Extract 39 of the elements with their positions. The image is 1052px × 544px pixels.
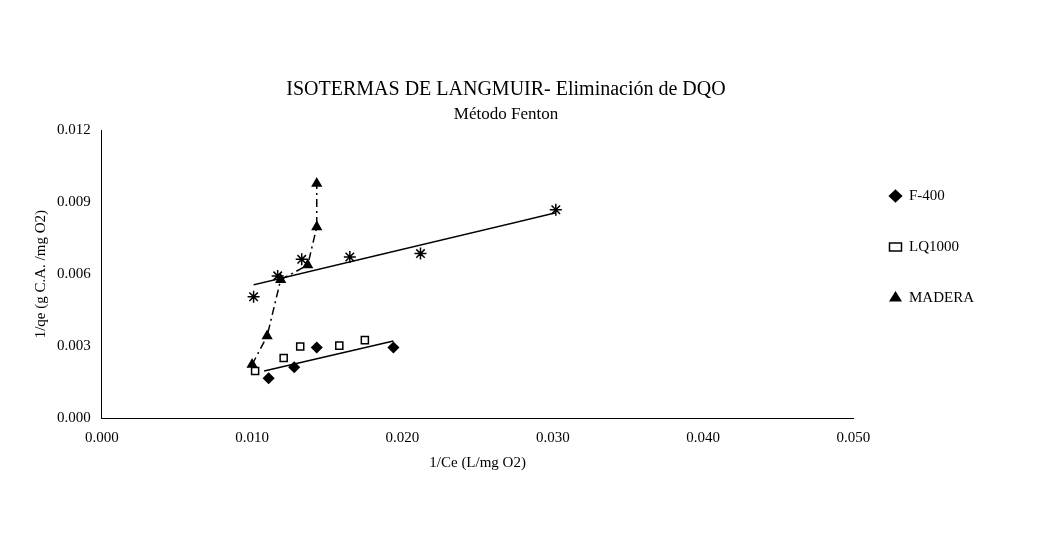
point: [295, 342, 305, 351]
point: [279, 353, 288, 363]
point: [549, 202, 563, 217]
x-tick-label: 0.050: [836, 428, 871, 445]
point: [343, 250, 357, 264]
point: [311, 341, 323, 354]
point: [387, 341, 400, 354]
point: [247, 358, 258, 368]
y-tick-label: 0.006: [57, 265, 92, 282]
point: [250, 366, 260, 376]
legend-label: LQ1000: [909, 237, 959, 254]
x-tick-label: 0.020: [385, 428, 420, 445]
legend-label: F-400: [909, 186, 945, 203]
legend-label: MADERA: [909, 288, 975, 305]
point: [270, 269, 285, 283]
x-tick-label: 0.040: [686, 428, 721, 445]
y-tick-label: 0.009: [57, 193, 91, 210]
x-tick-label: 0.000: [84, 428, 119, 445]
point: [294, 252, 309, 267]
point: [360, 335, 370, 345]
x-tick-label: 0.030: [535, 428, 570, 445]
point: [275, 273, 286, 283]
point: [288, 361, 300, 373]
point: [302, 259, 313, 269]
x-axis-title: 1/Ce (L/mg O2): [429, 453, 526, 471]
point: [335, 341, 344, 350]
y-axis-title: 1/qe (g C.A. /mg O2): [31, 210, 49, 339]
y-tick-label: 0.003: [57, 337, 91, 354]
point: [311, 221, 322, 231]
chart-subtitle: Método Fenton: [453, 103, 559, 123]
x-tick-label: 0.010: [235, 428, 269, 445]
y-tick-label: 0.012: [57, 121, 91, 138]
point: [262, 372, 275, 384]
point: [413, 246, 428, 261]
point: [311, 177, 322, 187]
chart-title: ISOTERMAS DE LANGMUIR- Eliminación de DQO: [286, 77, 726, 100]
y-tick-label: 0.000: [57, 408, 91, 425]
point: [246, 289, 261, 304]
point: [262, 330, 273, 340]
